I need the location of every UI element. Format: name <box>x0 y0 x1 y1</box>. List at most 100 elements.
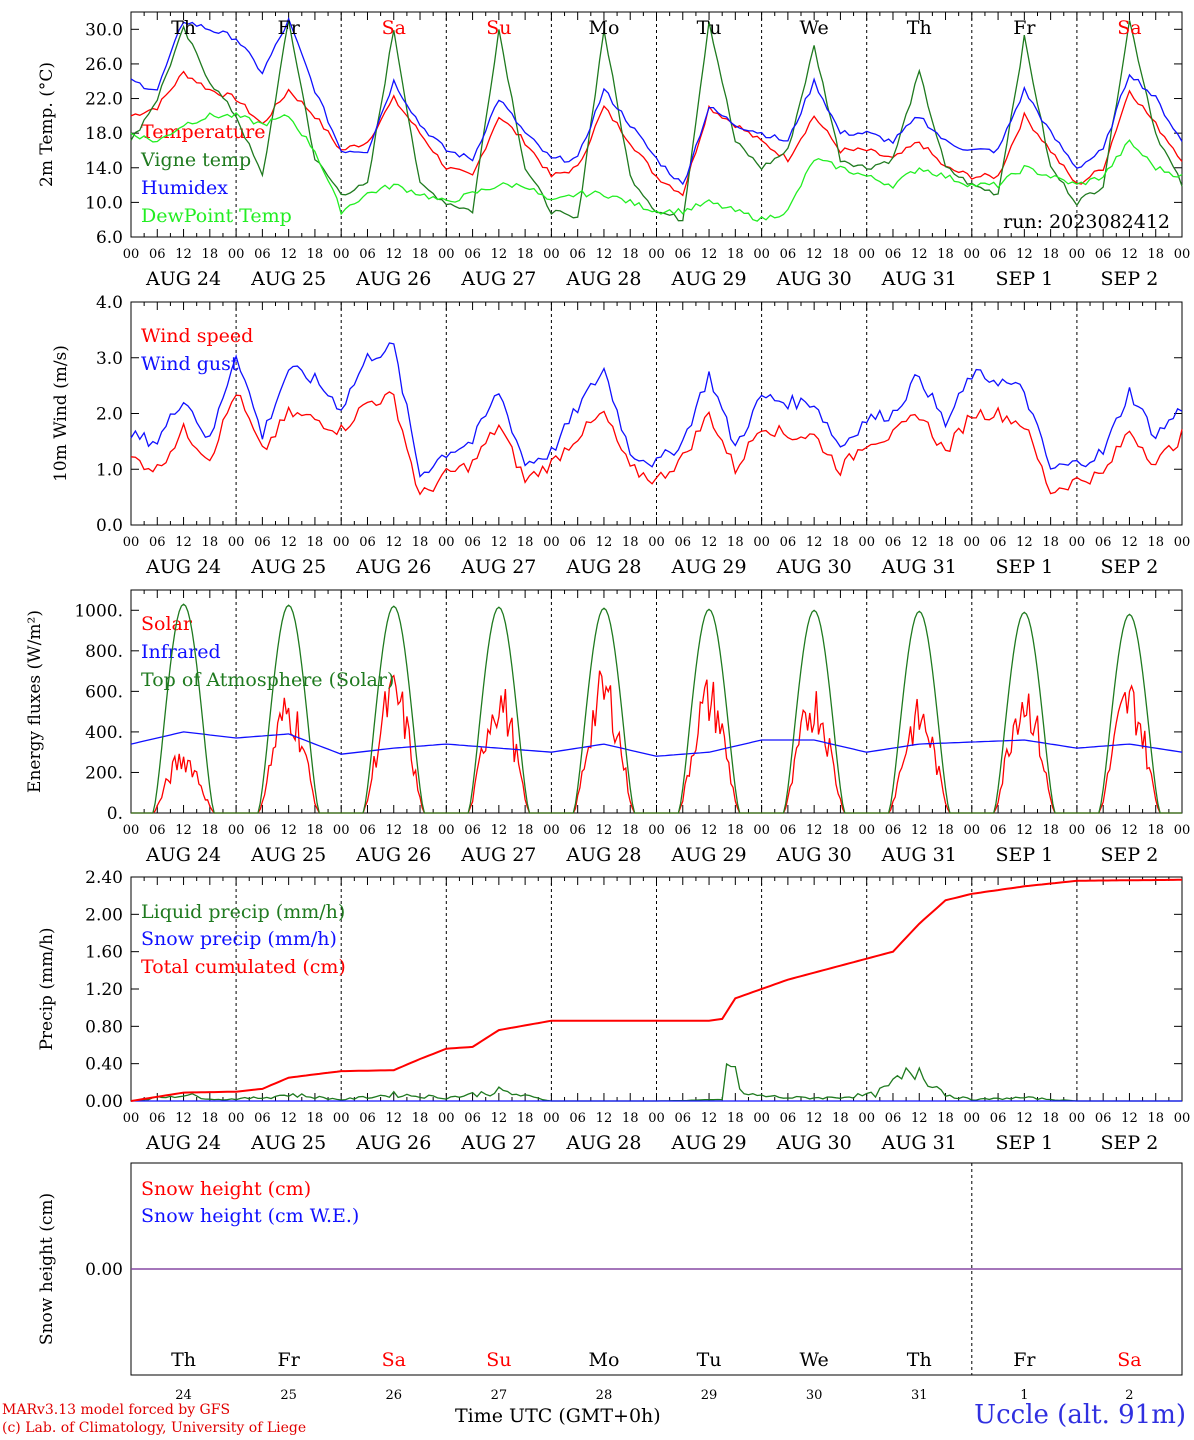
hour-label: 00 <box>123 535 140 550</box>
hour-label: 06 <box>569 535 586 550</box>
hour-label: 12 <box>701 1111 718 1126</box>
hour-label: 12 <box>491 823 508 838</box>
hour-label: 12 <box>491 535 508 550</box>
hour-label: 00 <box>1174 823 1191 838</box>
day-name: Th <box>907 1349 932 1371</box>
hour-label: 06 <box>780 823 797 838</box>
date-label: AUG 24 <box>145 844 221 866</box>
hour-label: 00 <box>1174 247 1191 262</box>
hour-label: 00 <box>543 1111 560 1126</box>
y-tick-label: 4.0 <box>96 293 123 313</box>
day-name: Sa <box>1117 1349 1141 1371</box>
hour-label: 06 <box>149 535 166 550</box>
hour-label: 18 <box>727 1111 744 1126</box>
date-label: AUG 29 <box>670 556 746 578</box>
hour-label: 00 <box>333 247 350 262</box>
hour-label: 12 <box>491 1111 508 1126</box>
date-label: AUG 27 <box>460 844 536 866</box>
y-tick-label: 1000. <box>74 601 123 621</box>
day-number: 28 <box>596 1388 613 1403</box>
hour-label: 00 <box>543 247 560 262</box>
day-number: 29 <box>701 1388 718 1403</box>
y-tick-label: 3.0 <box>96 349 123 369</box>
hour-label: 12 <box>175 535 192 550</box>
hour-label: 00 <box>648 1111 665 1126</box>
hour-label: 00 <box>858 823 875 838</box>
hour-label: 06 <box>359 247 376 262</box>
legend-entry: Infrared <box>141 641 221 663</box>
hour-label: 12 <box>911 1111 928 1126</box>
day-number: 31 <box>911 1388 928 1403</box>
hour-label: 00 <box>1069 823 1086 838</box>
day-number: 25 <box>280 1388 297 1403</box>
hour-label: 00 <box>543 823 560 838</box>
day-name: Su <box>486 17 511 39</box>
hour-label: 18 <box>832 1111 849 1126</box>
hour-label: 12 <box>280 535 297 550</box>
day-number: 27 <box>491 1388 508 1403</box>
hour-label: 12 <box>911 823 928 838</box>
series-line-total-cumulated-cm- <box>130 878 1182 1102</box>
hour-label: 18 <box>1042 535 1059 550</box>
y-tick-label: 0.00 <box>85 1260 123 1280</box>
legend-entry: Wind gust <box>141 353 239 375</box>
plot-frame <box>130 301 1183 526</box>
hour-label: 00 <box>123 247 140 262</box>
hour-label: 12 <box>596 823 613 838</box>
date-label: SEP 2 <box>1101 844 1159 866</box>
legend-entry: Wind speed <box>141 325 253 347</box>
hour-label: 12 <box>1016 247 1033 262</box>
legend-entry: Snow precip (mm/h) <box>141 928 337 950</box>
hour-label: 18 <box>1147 1111 1164 1126</box>
hour-label: 18 <box>307 247 324 262</box>
hour-label: 06 <box>359 823 376 838</box>
legend-entry: Temperature <box>141 121 265 143</box>
hour-label: 18 <box>832 535 849 550</box>
legend-entry: Total cumulated (cm) <box>141 956 346 978</box>
date-label: AUG 26 <box>355 556 431 578</box>
hour-label: 18 <box>1147 535 1164 550</box>
hour-label: 12 <box>701 247 718 262</box>
hour-label: 18 <box>937 535 954 550</box>
hour-label: 06 <box>464 535 481 550</box>
hour-label: 00 <box>228 247 245 262</box>
hour-label: 00 <box>964 247 981 262</box>
hour-label: 00 <box>648 535 665 550</box>
hour-label: 00 <box>123 1111 140 1126</box>
hour-label: 00 <box>753 535 770 550</box>
hour-label: 18 <box>832 823 849 838</box>
hour-label: 00 <box>753 823 770 838</box>
hour-label: 18 <box>412 823 429 838</box>
hour-label: 06 <box>569 823 586 838</box>
hour-label: 18 <box>1042 247 1059 262</box>
legend-entry: Humidex <box>141 177 228 199</box>
hour-label: 18 <box>832 247 849 262</box>
hour-label: 12 <box>1121 535 1138 550</box>
hour-label: 00 <box>333 1111 350 1126</box>
date-label: SEP 2 <box>1101 1132 1159 1154</box>
series-line-dewpoint-temp <box>130 111 1183 222</box>
hour-label: 00 <box>964 535 981 550</box>
legend-entry: Solar <box>141 613 193 635</box>
day-name: Tu <box>697 1349 722 1371</box>
hour-label: 06 <box>254 535 271 550</box>
hour-label: 06 <box>885 823 902 838</box>
date-label: AUG 25 <box>250 844 326 866</box>
hour-label: 06 <box>885 247 902 262</box>
y-tick-label: 1.0 <box>96 460 123 480</box>
hour-label: 00 <box>858 1111 875 1126</box>
hour-label: 00 <box>228 823 245 838</box>
y-tick-label: 18.0 <box>85 124 123 144</box>
hour-label: 12 <box>385 535 402 550</box>
hour-label: 12 <box>385 247 402 262</box>
time-axis-label: Time UTC (GMT+0h) <box>455 1405 661 1427</box>
hour-label: 00 <box>438 247 455 262</box>
hour-label: 06 <box>780 535 797 550</box>
hour-label: 18 <box>622 247 639 262</box>
hour-label: 06 <box>1095 535 1112 550</box>
date-label: SEP 1 <box>995 268 1053 290</box>
legend-entry: DewPoint Temp <box>141 205 292 227</box>
day-name: Sa <box>382 17 406 39</box>
day-name: We <box>800 17 829 39</box>
date-label: SEP 2 <box>1101 556 1159 578</box>
